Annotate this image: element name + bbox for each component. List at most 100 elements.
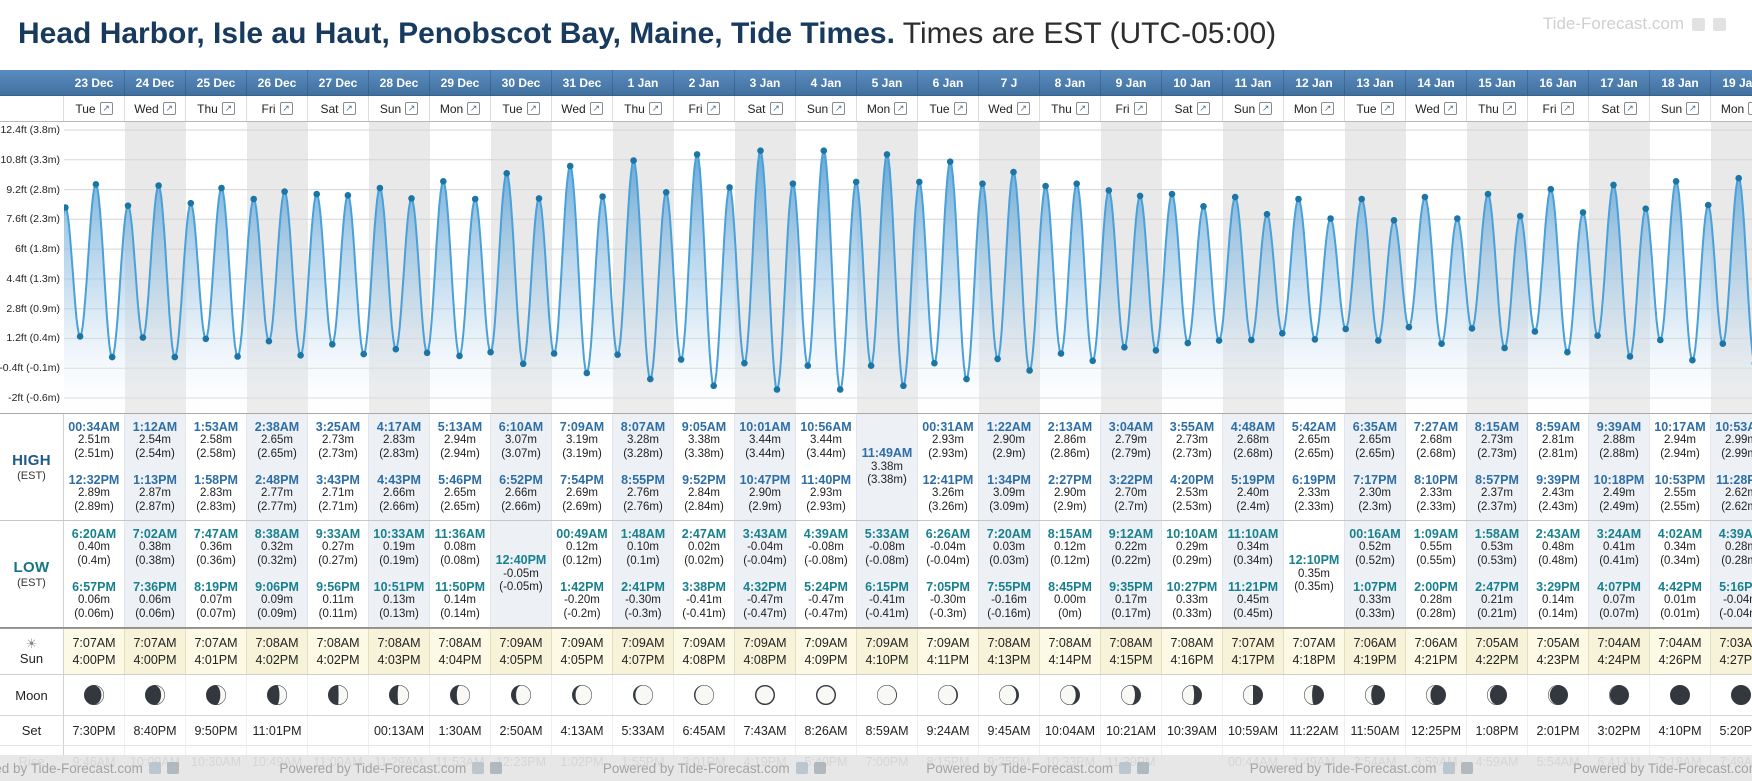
high-tide-time: 10:56AM bbox=[800, 419, 852, 434]
tide-extreme-dot bbox=[1311, 336, 1319, 343]
low-tide-height-alt: (0.45m) bbox=[1233, 607, 1273, 620]
expand-day-icon[interactable]: ↗ bbox=[1075, 102, 1089, 115]
day-of-week-link[interactable]: Sun ↗ bbox=[1223, 96, 1284, 121]
low-tide-time: 2:47PM bbox=[1475, 579, 1519, 594]
day-of-week-link[interactable]: Wed ↗ bbox=[552, 96, 613, 121]
expand-day-icon[interactable]: ↗ bbox=[589, 102, 603, 115]
expand-day-icon[interactable]: ↗ bbox=[467, 102, 481, 115]
day-of-week-link[interactable]: Sat ↗ bbox=[1162, 96, 1223, 121]
low-tide-cell: 12:40PM -0.05m (-0.05m) bbox=[491, 521, 552, 627]
day-of-week-link[interactable]: Mon↗ bbox=[430, 96, 491, 121]
high-tide-time: 4:20PM bbox=[1170, 472, 1214, 487]
expand-day-icon[interactable]: ↗ bbox=[648, 102, 662, 115]
day-of-week-link[interactable]: Fri ↗ bbox=[247, 96, 308, 121]
expand-day-icon[interactable]: ↗ bbox=[1560, 102, 1574, 115]
day-of-week-link[interactable]: Thu ↗ bbox=[186, 96, 247, 121]
low-tide-cell: 2:47AM 0.02m (0.02m) 3:38PM -0.41m (-0.41m) bbox=[674, 521, 735, 627]
expand-day-icon[interactable]: ↗ bbox=[1259, 102, 1273, 115]
high-tide-time: 5:19PM bbox=[1231, 472, 1275, 487]
tide-extreme-dot bbox=[1390, 217, 1398, 224]
high-tide-cells: 00:34AM 2.51m (2.51m) 12:32PM 2.89m (2.89m) 1:… bbox=[64, 414, 1752, 520]
expand-day-icon[interactable]: ↗ bbox=[1380, 102, 1394, 115]
high-tide-time: 11:28PM bbox=[1715, 472, 1752, 487]
expand-day-icon[interactable]: ↗ bbox=[1196, 102, 1210, 115]
low-tide-entry: 11:21PM 0.45m (0.45m) bbox=[1223, 574, 1283, 627]
high-tide-entry: 10:53PM 2.55m (2.55m) bbox=[1650, 467, 1710, 520]
low-tide-height: 0.34m bbox=[1237, 541, 1269, 554]
expand-day-icon[interactable]: ↗ bbox=[342, 102, 356, 115]
high-tide-height-alt: (2.58m) bbox=[196, 447, 236, 460]
moon-phase-cell bbox=[979, 675, 1040, 715]
expand-day-icon[interactable]: ↗ bbox=[706, 102, 720, 115]
tide-extreme-dot bbox=[187, 199, 195, 207]
expand-day-icon[interactable]: ↗ bbox=[221, 102, 235, 115]
expand-day-icon[interactable]: ↗ bbox=[953, 102, 967, 115]
expand-day-icon[interactable]: ↗ bbox=[162, 102, 176, 115]
tide-extreme-dot bbox=[1073, 180, 1080, 187]
sunrise-time: 7:05AM bbox=[1475, 636, 1519, 650]
expand-day-icon[interactable]: ↗ bbox=[1748, 102, 1752, 115]
day-of-week-link[interactable]: Fri ↗ bbox=[674, 96, 735, 121]
day-of-week-link[interactable]: Tue ↗ bbox=[64, 96, 125, 121]
day-of-week-link[interactable]: Sat ↗ bbox=[308, 96, 369, 121]
expand-day-icon[interactable]: ↗ bbox=[1502, 102, 1516, 115]
high-tide-time: 9:39PM bbox=[1536, 472, 1580, 487]
day-abbrev: Mon bbox=[866, 101, 891, 116]
expand-day-icon[interactable]: ↗ bbox=[405, 102, 419, 115]
day-of-week-link[interactable]: Tue ↗ bbox=[491, 96, 552, 121]
expand-day-icon[interactable]: ↗ bbox=[279, 102, 293, 115]
day-of-week-link[interactable]: Tue ↗ bbox=[1345, 96, 1406, 121]
day-of-week-link[interactable]: Sun ↗ bbox=[796, 96, 857, 121]
high-tide-height: 2.53m bbox=[1176, 487, 1208, 500]
low-tide-cell: 7:47AM 0.36m (0.36m) 8:19PM 0.07m (0.07m) bbox=[186, 521, 247, 627]
expand-day-icon[interactable]: ↗ bbox=[1443, 102, 1457, 115]
low-tide-height: 0.45m bbox=[1237, 594, 1269, 607]
moon-phase-icon bbox=[877, 685, 897, 705]
high-tide-entry: 11:28PM2.62m(2.62m) bbox=[1711, 467, 1752, 520]
expand-day-icon[interactable]: ↗ bbox=[1623, 102, 1637, 115]
day-of-week-link[interactable]: Thu ↗ bbox=[613, 96, 674, 121]
expand-day-icon[interactable]: ↗ bbox=[1133, 102, 1147, 115]
expand-day-icon[interactable]: ↗ bbox=[99, 102, 113, 115]
day-of-week-link[interactable]: Fri ↗ bbox=[1101, 96, 1162, 121]
high-tide-entry: 00:31AM 2.93m (2.93m) bbox=[918, 414, 978, 467]
expand-day-icon[interactable]: ↗ bbox=[1016, 102, 1030, 115]
day-of-week-link[interactable]: Wed ↗ bbox=[979, 96, 1040, 121]
date-header: 13 Jan bbox=[1345, 70, 1406, 95]
day-of-week-link[interactable]: Wed ↗ bbox=[1406, 96, 1467, 121]
sun-times-cell: 7:07AM 4:00PM bbox=[64, 629, 125, 674]
low-tide-height-alt: (0.02m) bbox=[684, 554, 724, 567]
expand-day-icon[interactable]: ↗ bbox=[769, 102, 783, 115]
low-tide-height-alt: (0.14m) bbox=[1538, 607, 1578, 620]
low-tide-cells: 6:20AM 0.40m (0.4m) 6:57PM 0.06m (0.06m) 7:02A… bbox=[64, 521, 1752, 627]
low-tide-height-alt: (0.55m) bbox=[1416, 554, 1456, 567]
high-tide-height: 2.65m bbox=[261, 434, 293, 447]
expand-day-icon[interactable]: ↗ bbox=[1321, 102, 1335, 115]
high-tide-height-alt: (3.44m) bbox=[745, 447, 785, 460]
moon-phase-cell bbox=[1589, 675, 1650, 715]
day-of-week-link[interactable]: Tue ↗ bbox=[918, 96, 979, 121]
expand-day-icon[interactable]: ↗ bbox=[894, 102, 908, 115]
day-of-week-link[interactable]: Sun ↗ bbox=[1650, 96, 1711, 121]
day-of-week-link[interactable]: Mon↗ bbox=[1711, 96, 1752, 121]
expand-day-icon[interactable]: ↗ bbox=[1686, 102, 1700, 115]
day-abbrev: Fri bbox=[1542, 101, 1557, 116]
high-tide-height-alt: (2.53m) bbox=[1172, 500, 1212, 513]
day-of-week-link[interactable]: Mon↗ bbox=[1284, 96, 1345, 121]
day-of-week-link[interactable]: Fri ↗ bbox=[1528, 96, 1589, 121]
day-of-week-link[interactable]: Mon↗ bbox=[857, 96, 918, 121]
day-of-week-link[interactable]: Sun ↗ bbox=[369, 96, 430, 121]
day-of-week-link[interactable]: Wed ↗ bbox=[125, 96, 186, 121]
expand-day-icon[interactable]: ↗ bbox=[832, 102, 846, 115]
day-of-week-link[interactable]: Thu ↗ bbox=[1040, 96, 1101, 121]
low-tide-cell: 8:38AM 0.32m (0.32m) 9:06PM 0.09m (0.09m) bbox=[247, 521, 308, 627]
expand-day-icon[interactable]: ↗ bbox=[526, 102, 540, 115]
low-tide-height: 0.53m bbox=[1481, 541, 1513, 554]
day-of-week-link[interactable]: Sat ↗ bbox=[735, 96, 796, 121]
tide-chart-section: 12.4ft (3.8m) 10.8ft (3.3m) 9.2ft (2.8m) 7.… bbox=[0, 122, 1752, 414]
day-of-week-link[interactable]: Thu ↗ bbox=[1467, 96, 1528, 121]
day-of-week-link[interactable]: Sat ↗ bbox=[1589, 96, 1650, 121]
low-tide-height: 0.28m bbox=[1420, 594, 1452, 607]
low-tide-time: 2:41PM bbox=[621, 579, 665, 594]
